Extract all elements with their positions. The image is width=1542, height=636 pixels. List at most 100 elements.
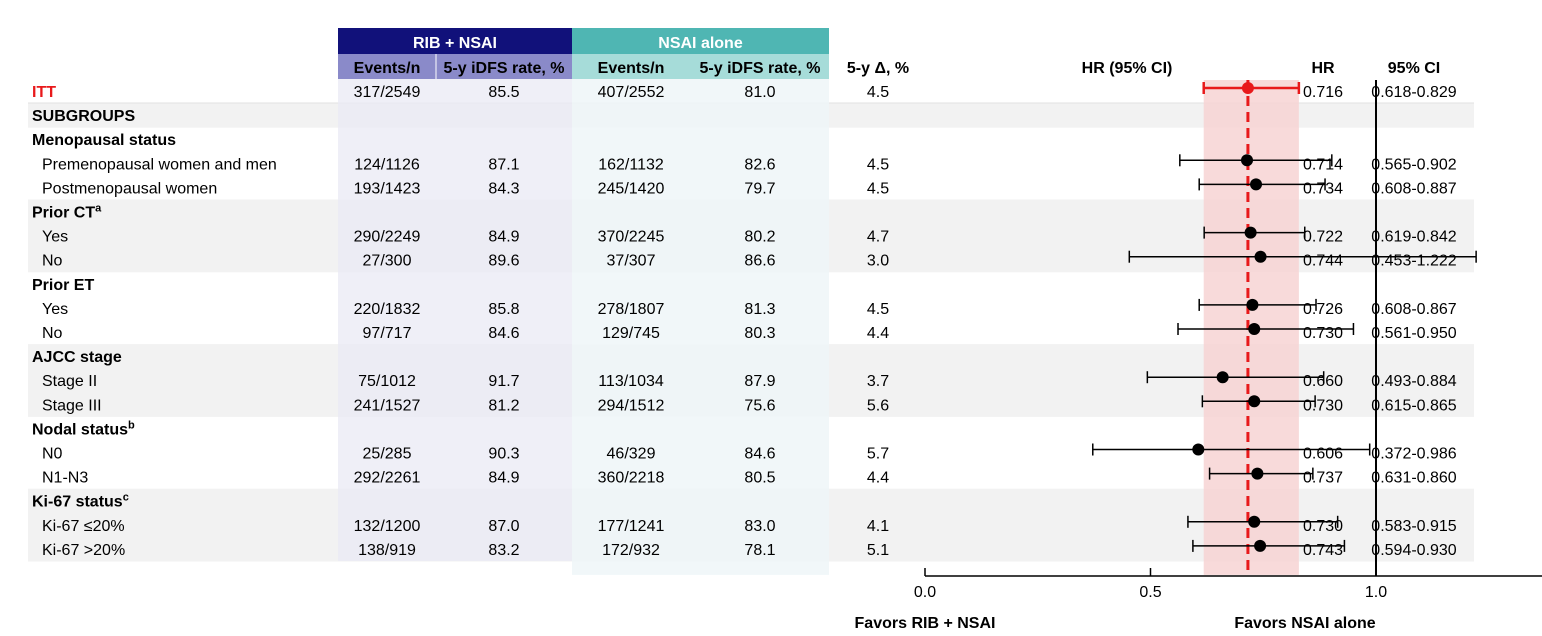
rib-rate-value: 85.5 <box>488 84 519 101</box>
subgroup-header: Nodal statusb <box>32 419 135 438</box>
hr-value: 0.730 <box>1303 397 1343 414</box>
delta-value: 4.1 <box>867 518 889 535</box>
delta-value: 4.5 <box>867 301 889 318</box>
nsai-events-value: 113/1034 <box>598 373 664 390</box>
itt-hr-point <box>1241 82 1254 94</box>
rib-events-value: 75/1012 <box>358 373 416 390</box>
rib-rate-value: 87.1 <box>488 156 519 173</box>
delta-value: 3.0 <box>867 253 889 270</box>
hr-point <box>1248 395 1261 408</box>
subgroup-header: Prior CTa <box>32 203 102 222</box>
footnote-marker: a <box>95 203 102 215</box>
hr-value: 0.743 <box>1303 542 1343 559</box>
rib-events-value: 132/1200 <box>354 518 421 535</box>
delta-value: 5.7 <box>867 446 889 463</box>
hr-point <box>1244 226 1257 239</box>
hr-point <box>1250 178 1263 191</box>
hr-value: 0.726 <box>1303 301 1343 318</box>
subgroup-row-label: Premenopausal women and men <box>42 156 277 173</box>
hr-point <box>1192 443 1205 456</box>
ci-value: 0.493-0.884 <box>1371 373 1457 390</box>
delta-header: 5-y Δ, % <box>847 60 909 77</box>
favors-left-label: Favors RIB + NSAI <box>855 615 996 632</box>
subgroup-row-label: Yes <box>42 229 68 246</box>
subgroup-row-label: Stage III <box>42 397 102 414</box>
hr-point <box>1241 154 1254 167</box>
hr-value: 0.744 <box>1303 253 1343 270</box>
ci-value: 0.561-0.950 <box>1371 325 1457 342</box>
nsai-events-value: 360/2218 <box>598 470 665 487</box>
rib-events-value: 138/919 <box>358 542 416 559</box>
nsai-events-value: 46/329 <box>607 446 656 463</box>
rib-events-value: 97/717 <box>363 325 412 342</box>
x-tick-label: 0.0 <box>914 584 936 601</box>
rib-rate-value: 90.3 <box>488 446 519 463</box>
rib-events-value: 317/2549 <box>354 84 421 101</box>
itt-label: ITT <box>32 84 56 101</box>
hr-point <box>1248 323 1261 335</box>
hr-ci-plot-header: HR (95% CI) <box>1082 60 1173 77</box>
subgroup-row-label: Stage II <box>42 373 97 390</box>
subgroups-label: SUBGROUPS <box>32 108 135 125</box>
rib-rate-header: 5-y iDFS rate, % <box>444 60 565 77</box>
hr-point <box>1248 515 1261 528</box>
footnote-marker: b <box>128 419 135 431</box>
subgroup-header: AJCC stage <box>32 349 122 366</box>
nsai-rate-value: 81.0 <box>744 84 775 101</box>
plot-area <box>1092 80 1477 576</box>
nsai-rate-value: 82.6 <box>744 156 775 173</box>
ci-value: 0.594-0.930 <box>1371 542 1457 559</box>
ci-value: 0.618-0.829 <box>1371 84 1457 101</box>
hr-point <box>1251 467 1264 480</box>
rib-events-value: 193/1423 <box>354 180 421 197</box>
subgroup-row-label: No <box>42 325 63 342</box>
x-tick-label: 0.5 <box>1139 584 1161 601</box>
nsai-rate-value: 86.6 <box>744 253 775 270</box>
rib-subheader-bar <box>338 54 572 79</box>
subgroup-header: Ki-67 statusc <box>32 492 129 511</box>
delta-value: 5.6 <box>867 397 889 414</box>
rib-events-value: 290/2249 <box>354 229 421 246</box>
x-tick-label: 1.0 <box>1365 584 1387 601</box>
rib-events-value: 220/1832 <box>354 301 421 318</box>
nsai-events-value: 370/2245 <box>598 229 665 246</box>
ci-value: 0.608-0.887 <box>1371 180 1457 197</box>
hr-point <box>1254 539 1267 552</box>
delta-value: 3.7 <box>867 373 889 390</box>
rib-rate-value: 87.0 <box>488 518 519 535</box>
rib-rate-value: 84.9 <box>488 229 519 246</box>
subgroup-row-label: Ki-67 >20% <box>42 542 125 559</box>
delta-value: 4.5 <box>867 84 889 101</box>
delta-value: 5.1 <box>867 542 889 559</box>
nsai-events-value: 177/1241 <box>598 518 665 535</box>
delta-value: 4.5 <box>867 156 889 173</box>
nsai-group-title: NSAI alone <box>658 35 743 52</box>
hr-point <box>1216 371 1229 384</box>
nsai-rate-value: 87.9 <box>744 373 775 390</box>
nsai-rate-value: 79.7 <box>744 180 775 197</box>
delta-value: 4.4 <box>867 470 889 487</box>
nsai-subheader-bar <box>572 54 829 79</box>
subgroup-row-label: No <box>42 253 63 270</box>
ci-value: 0.608-0.867 <box>1371 301 1457 318</box>
subgroup-header: Prior ET <box>32 277 94 294</box>
rib-rate-value: 81.2 <box>488 397 519 414</box>
ci-value: 0.619-0.842 <box>1371 229 1457 246</box>
nsai-events-value: 129/745 <box>602 325 660 342</box>
favors-right-label: Favors NSAI alone <box>1234 615 1375 632</box>
rib-events-value: 292/2261 <box>354 470 421 487</box>
ci-value: 0.631-0.860 <box>1371 470 1457 487</box>
hr-value: 0.722 <box>1303 229 1343 246</box>
rib-header-bar <box>338 28 572 54</box>
rib-group-title: RIB + NSAI <box>413 35 497 52</box>
background-layer <box>28 79 1474 575</box>
nsai-rate-value: 81.3 <box>744 301 775 318</box>
ci-value: 0.372-0.986 <box>1371 446 1457 463</box>
nsai-rate-value: 83.0 <box>744 518 775 535</box>
subgroup-row-label: N0 <box>42 446 63 463</box>
nsai-rate-value: 80.3 <box>744 325 775 342</box>
rib-column-shade <box>338 79 572 561</box>
table-rows: ITT 317/2549 85.5 407/2552 81.0 4.5 0.716 0.618… <box>32 84 1457 559</box>
subgroup-row-label: Yes <box>42 301 68 318</box>
